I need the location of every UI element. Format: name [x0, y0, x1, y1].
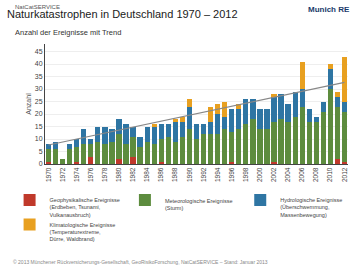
- svg-text:2012: 2012: [341, 167, 348, 182]
- svg-text:Anzahl: Anzahl: [25, 93, 32, 115]
- svg-text:1972: 1972: [59, 167, 66, 182]
- svg-text:40: 40: [35, 60, 43, 67]
- svg-text:1980: 1980: [115, 167, 122, 182]
- svg-text:1978: 1978: [101, 167, 108, 182]
- svg-text:30: 30: [35, 85, 43, 92]
- svg-text:45: 45: [35, 48, 43, 55]
- svg-text:1984: 1984: [143, 167, 150, 182]
- svg-text:NatCatSERVICE: NatCatSERVICE: [15, 4, 60, 10]
- svg-text:Naturkatastrophen in Deutschla: Naturkatastrophen in Deutschland 1970 – …: [7, 8, 238, 20]
- svg-text:1996: 1996: [228, 167, 235, 182]
- svg-text:Hydrologische Ereignisse(Übers: Hydrologische Ereignisse(Überschwemmung,…: [280, 197, 342, 217]
- svg-text:2004: 2004: [284, 167, 291, 182]
- svg-text:2006: 2006: [298, 167, 305, 182]
- svg-text:Meteorologische Ereignisse(Stu: Meteorologische Ereignisse(Sturm): [165, 198, 233, 211]
- svg-text:Munich RE: Munich RE: [308, 5, 350, 14]
- svg-text:© 2013 Münchener Rückversicher: © 2013 Münchener Rückversicherungs-Gesel…: [13, 259, 268, 265]
- svg-text:1982: 1982: [129, 167, 136, 182]
- svg-text:15: 15: [35, 123, 43, 130]
- svg-text:1974: 1974: [73, 167, 80, 182]
- svg-text:1988: 1988: [171, 167, 178, 182]
- svg-text:Klimatologische Ereignisse(Tem: Klimatologische Ereignisse(Temperaturext…: [50, 222, 116, 242]
- svg-text:1976: 1976: [87, 167, 94, 182]
- svg-text:35: 35: [35, 73, 43, 80]
- svg-text:2010: 2010: [326, 167, 333, 182]
- svg-text:2000: 2000: [256, 167, 263, 182]
- svg-text:2008: 2008: [312, 167, 319, 182]
- svg-text:Anzahl der Ereignisse mit Tren: Anzahl der Ereignisse mit Trend: [15, 28, 121, 37]
- svg-text:2002: 2002: [270, 167, 277, 182]
- svg-text:1986: 1986: [157, 167, 164, 182]
- svg-text:1970: 1970: [45, 167, 52, 182]
- svg-text:1992: 1992: [200, 167, 207, 182]
- svg-text:25: 25: [35, 98, 43, 105]
- svg-text:0: 0: [39, 160, 43, 167]
- svg-text:5: 5: [39, 148, 43, 155]
- svg-text:Geophysikalische Ereignisse(Er: Geophysikalische Ereignisse(Erdbeben, Ts…: [50, 197, 120, 217]
- svg-text:1990: 1990: [186, 167, 193, 182]
- svg-text:20: 20: [35, 110, 43, 117]
- svg-text:1998: 1998: [242, 167, 249, 182]
- svg-text:1994: 1994: [214, 167, 221, 182]
- svg-text:10: 10: [35, 135, 43, 142]
